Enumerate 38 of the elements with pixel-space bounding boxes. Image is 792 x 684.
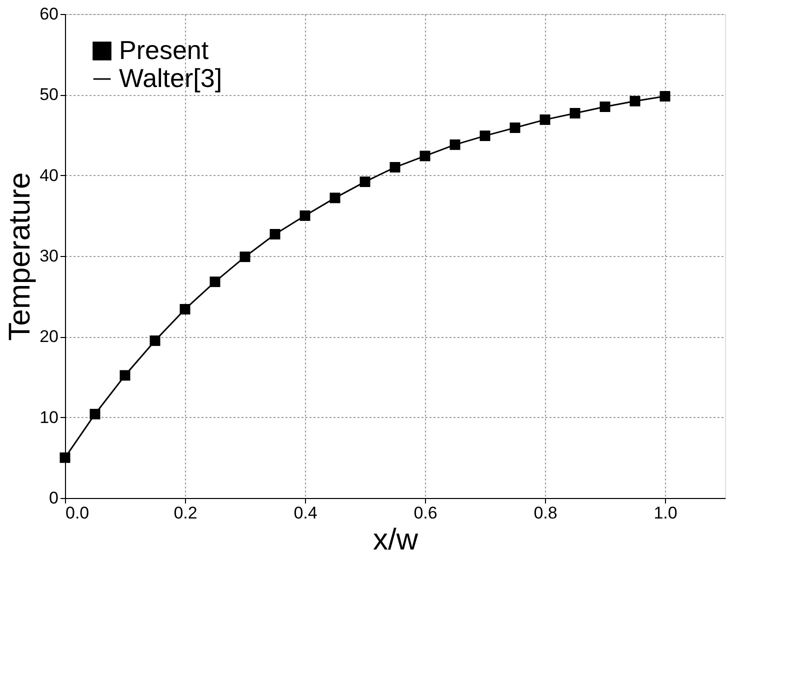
x-tick-label: 0.2 [174,504,198,522]
point [60,452,70,463]
point [600,102,610,112]
legend-label: Present [119,35,210,65]
x-tick-label: 1.0 [654,504,678,522]
y-tick-label: 10 [40,408,58,427]
point [450,139,460,150]
y-axis-title: Temperature [4,172,37,341]
point [420,150,430,162]
point [390,162,400,173]
y-tick-label: 50 [40,85,58,104]
y-tick-label: 60 [40,4,58,24]
point [240,252,250,262]
legend-label: Walter[3] [119,63,222,93]
x-axis-title: x/w [373,524,418,556]
point [300,210,310,221]
y-tick-label: 20 [40,327,58,346]
point [570,108,580,118]
x-tick-label: 0.6 [414,504,438,522]
x-tick-label: 0.8 [534,504,558,522]
point [360,176,370,188]
x-tick-label: 0.0 [66,504,90,522]
point [180,304,190,314]
point [540,114,550,125]
point [330,192,340,204]
point [90,408,100,420]
point [660,91,670,102]
x-tick-label: 0.4 [294,504,318,522]
point [120,370,130,381]
y-tick-label: 30 [40,246,58,266]
point [510,122,520,133]
point [630,96,640,106]
point [480,130,490,142]
y-tick-label: 40 [40,166,58,185]
point [150,335,160,346]
y-tick-label: 0 [49,488,58,508]
point [210,276,220,288]
point [270,228,280,240]
